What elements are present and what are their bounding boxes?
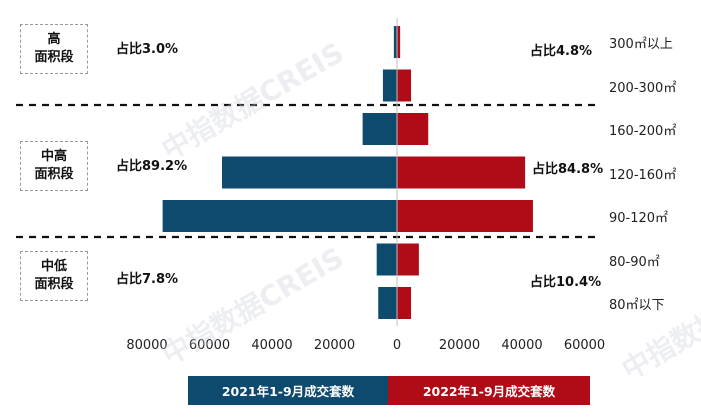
x-tick-label: 20000 <box>314 338 355 353</box>
x-tick-label: 40000 <box>251 338 292 353</box>
x-tick-label: 60000 <box>189 338 230 353</box>
legend-2022: 2022年1-9月成交套数 <box>388 376 590 405</box>
legend-2021: 2021年1-9月成交套数 <box>188 376 388 405</box>
bar-2022 <box>397 113 429 145</box>
segment-box-mid-high: 中高 面积段 <box>20 141 88 191</box>
x-tick-label: 20000 <box>439 338 480 353</box>
x-tick-label: 80000 <box>126 338 167 353</box>
bar-2021 <box>378 287 397 319</box>
segment-box-mid-low: 中低 面积段 <box>20 251 88 301</box>
bar-2021 <box>162 200 397 232</box>
x-tick-label: 60000 <box>564 338 605 353</box>
category-label: 80㎡以下 <box>609 298 665 313</box>
x-tick-label: 40000 <box>501 338 542 353</box>
category-label: 160-200㎡ <box>609 124 677 139</box>
category-label: 300㎡以上 <box>609 37 673 52</box>
bar-2022 <box>397 287 412 319</box>
share-2022-high: 占比4.8% <box>530 44 593 59</box>
share-2022-mid-high: 占比84.8% <box>532 162 604 177</box>
category-label: 200-300㎡ <box>609 81 677 96</box>
x-tick-label: 0 <box>393 338 401 353</box>
bar-2021 <box>222 156 397 189</box>
share-2021-mid-low: 占比7.8% <box>116 272 179 287</box>
bar-2021 <box>376 243 397 276</box>
bar-2021 <box>393 26 397 58</box>
bar-2022 <box>397 26 401 58</box>
share-2021-mid-high: 占比89.2% <box>116 159 188 174</box>
bar-2022 <box>397 200 533 232</box>
share-2022-mid-low: 占比10.4% <box>530 275 602 290</box>
bar-2022 <box>397 243 419 276</box>
bar-2021 <box>382 69 397 102</box>
category-label: 120-160㎡ <box>609 168 677 183</box>
bar-2022 <box>397 156 526 189</box>
category-label: 80-90㎡ <box>609 255 660 270</box>
share-2021-high: 占比3.0% <box>116 42 179 57</box>
bar-2021 <box>362 113 397 145</box>
category-label: 90-120㎡ <box>609 211 669 226</box>
bar-2022 <box>397 69 412 102</box>
segment-box-high: 高 面积段 <box>20 24 88 74</box>
